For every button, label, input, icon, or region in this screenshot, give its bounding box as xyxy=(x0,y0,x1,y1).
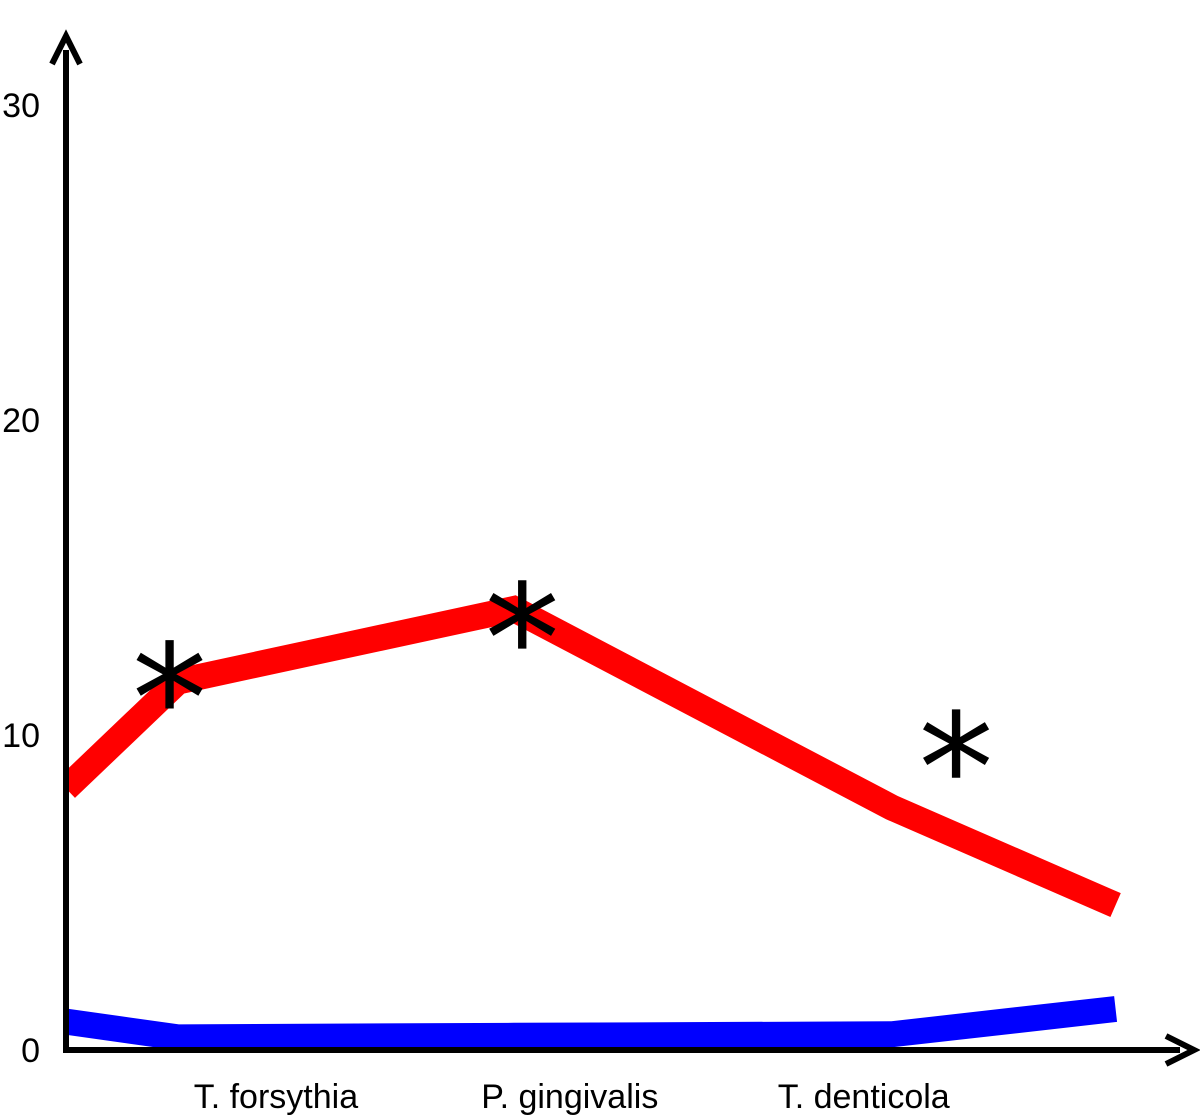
x-category-label: T. forsythia xyxy=(194,1078,358,1116)
significance-asterisk: * xyxy=(485,554,560,728)
y-tick-label: 20 xyxy=(2,402,40,440)
y-tick-label: 0 xyxy=(21,1032,40,1070)
series-line-red xyxy=(66,595,1121,918)
y-tick-label: 30 xyxy=(2,87,40,125)
x-category-label: T. denticola xyxy=(778,1078,950,1116)
y-tick-label: 10 xyxy=(2,717,40,755)
x-category-label: P. gingivalis xyxy=(481,1078,658,1116)
series-line-blue xyxy=(66,996,1118,1048)
y-axis-arrowhead xyxy=(49,29,83,66)
x-axis-arrowhead xyxy=(1164,1033,1200,1067)
significance-asterisk: * xyxy=(132,613,207,787)
significance-asterisk: * xyxy=(919,683,994,857)
